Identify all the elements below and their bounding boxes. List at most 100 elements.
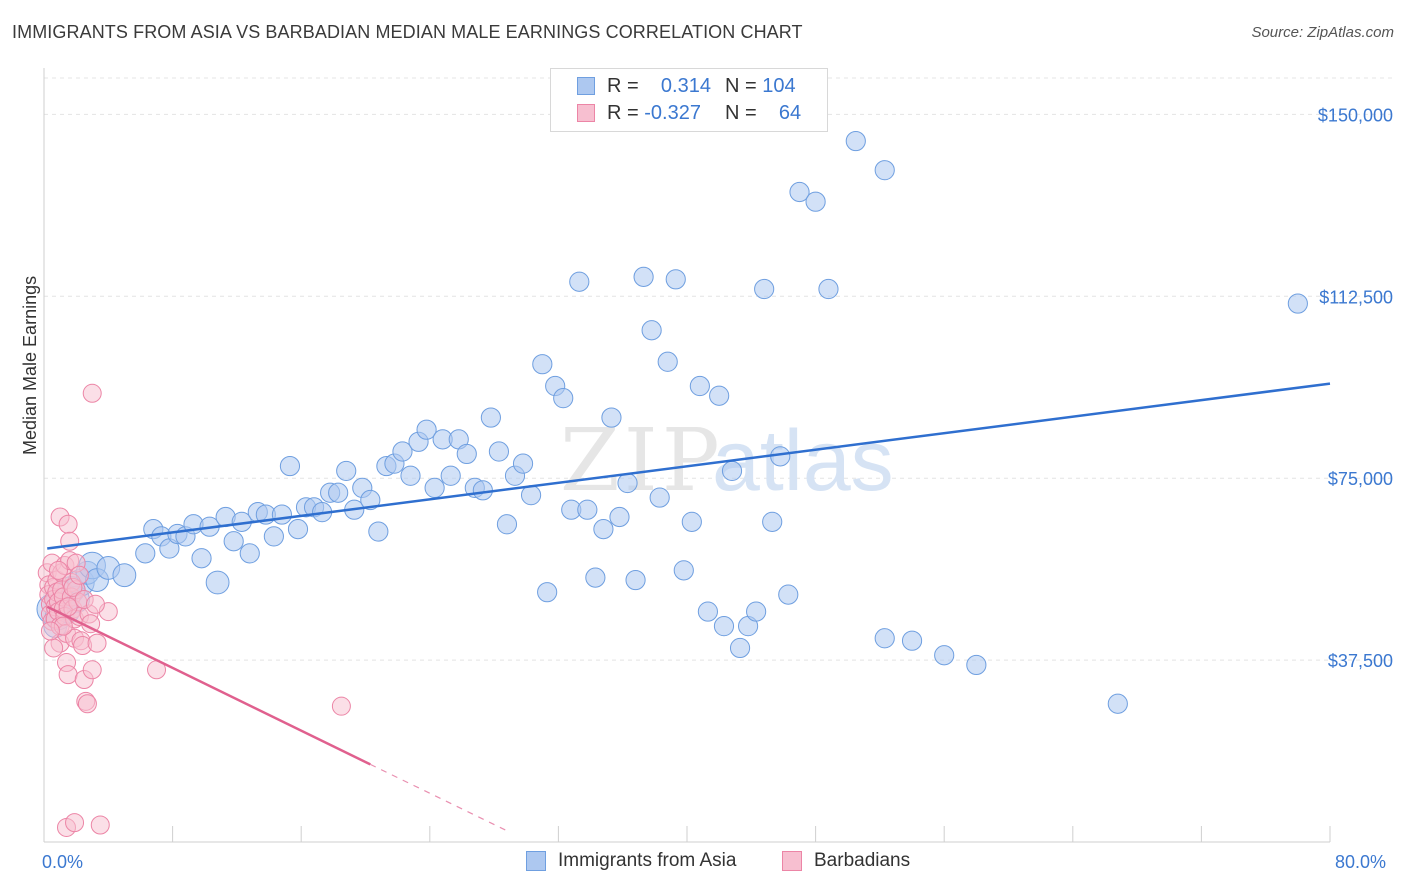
data-point-asia bbox=[368, 521, 389, 542]
data-point-asia bbox=[709, 385, 730, 406]
y-tick-label: $75,000 bbox=[1328, 469, 1393, 489]
legend-row-barbadians: R = -0.327 N = 64 bbox=[577, 100, 801, 126]
data-point-asia bbox=[135, 543, 156, 564]
data-point-barbadians bbox=[90, 815, 110, 835]
data-point-asia bbox=[480, 407, 501, 428]
data-point-asia bbox=[762, 511, 783, 532]
data-point-asia bbox=[874, 160, 895, 181]
r-label: R = bbox=[607, 74, 639, 97]
data-point-barbadians bbox=[85, 594, 105, 614]
legend-swatch-barbadians bbox=[577, 104, 595, 122]
axes bbox=[43, 68, 1331, 843]
data-point-asia bbox=[641, 320, 662, 341]
data-point-barbadians bbox=[48, 560, 68, 580]
trend-line-asia bbox=[47, 382, 1331, 550]
data-point-asia bbox=[689, 375, 710, 397]
data-point-asia bbox=[625, 569, 646, 591]
legend-label-asia: Immigrants from Asia bbox=[558, 850, 737, 871]
data-point-asia bbox=[673, 560, 694, 581]
data-point-asia bbox=[601, 407, 622, 428]
data-point-asia bbox=[617, 472, 638, 494]
data-point-barbadians bbox=[69, 565, 89, 585]
data-point-asia bbox=[271, 504, 293, 525]
data-point-asia bbox=[488, 441, 510, 462]
data-point-asia bbox=[532, 354, 553, 375]
data-point-asia bbox=[191, 548, 212, 569]
data-point-asia bbox=[966, 654, 987, 676]
y-axis-label: Median Male Earnings bbox=[20, 275, 40, 455]
data-point-asia bbox=[874, 628, 895, 649]
data-point-asia bbox=[537, 582, 558, 603]
data-point-asia bbox=[392, 441, 413, 462]
data-point-asia bbox=[713, 616, 735, 637]
data-point-asia bbox=[609, 506, 630, 528]
data-point-barbadians bbox=[44, 638, 64, 658]
data-point-asia bbox=[729, 637, 751, 659]
data-point-asia bbox=[553, 388, 574, 409]
legend-label-barbadians: Barbadians bbox=[814, 850, 911, 871]
data-point-barbadians bbox=[77, 694, 97, 714]
data-point-asia bbox=[665, 269, 686, 290]
data-point-asia bbox=[223, 531, 244, 552]
data-point-asia bbox=[681, 511, 702, 532]
correlation-legend: R = 0.314 N = 104 R = -0.327 N = 64 bbox=[550, 68, 828, 132]
data-point-asia bbox=[287, 519, 309, 540]
data-point-asia bbox=[440, 465, 461, 486]
data-point-asia bbox=[1287, 293, 1308, 314]
series-barbadians bbox=[37, 383, 351, 837]
data-point-barbadians bbox=[40, 621, 60, 641]
data-point-asia bbox=[633, 266, 654, 287]
data-point-asia bbox=[789, 181, 810, 203]
data-point-barbadians bbox=[87, 633, 107, 653]
data-point-asia bbox=[746, 601, 767, 622]
data-point-asia bbox=[279, 455, 301, 477]
data-point-asia bbox=[496, 514, 518, 535]
data-point-asia bbox=[112, 563, 137, 588]
data-point-asia bbox=[593, 519, 614, 540]
data-point-barbadians bbox=[65, 813, 85, 833]
data-point-asia bbox=[585, 567, 606, 588]
data-point-asia bbox=[805, 191, 826, 212]
data-point-asia bbox=[1107, 693, 1128, 714]
data-point-barbadians bbox=[82, 383, 102, 403]
source-label: Source: ZipAtlas.com bbox=[1251, 24, 1394, 41]
r-value-asia: 0.314 bbox=[660, 74, 711, 97]
data-point-barbadians bbox=[58, 665, 78, 685]
data-point-asia bbox=[697, 601, 718, 622]
data-point-asia bbox=[754, 278, 775, 300]
legend-item-barbadians[interactable]: Barbadians bbox=[782, 850, 910, 872]
trend-extension-barbadians bbox=[370, 763, 511, 833]
n-value-barbadians: 64 bbox=[778, 101, 802, 124]
legend-item-asia[interactable]: Immigrants from Asia bbox=[526, 850, 736, 872]
y-tick-label: $112,500 bbox=[1319, 287, 1393, 307]
data-point-asia bbox=[569, 271, 590, 292]
data-point-asia bbox=[901, 630, 923, 651]
data-point-asia bbox=[328, 482, 349, 503]
data-point-asia bbox=[416, 419, 437, 440]
y-tick-label: $37,500 bbox=[1328, 651, 1393, 671]
chart-title: IMMIGRANTS FROM ASIA VS BARBADIAN MEDIAN… bbox=[12, 22, 803, 42]
watermark-atlas: atlas bbox=[712, 413, 894, 509]
data-point-asia bbox=[456, 443, 477, 465]
r-value-barbadians: -0.327 bbox=[644, 101, 701, 124]
n-label: N = bbox=[725, 74, 757, 97]
n-label: N = bbox=[725, 101, 757, 124]
data-point-asia bbox=[649, 487, 670, 508]
data-point-asia bbox=[778, 584, 799, 605]
data-point-barbadians bbox=[331, 696, 351, 716]
n-value-asia: 104 bbox=[762, 74, 796, 97]
data-point-barbadians bbox=[82, 660, 102, 680]
data-point-asia bbox=[818, 278, 839, 300]
data-point-asia bbox=[472, 480, 493, 501]
data-point-asia bbox=[360, 489, 381, 511]
data-point-asia bbox=[400, 465, 421, 486]
y-tick-labels: $37,500 $75,000 $112,500 $150,000 bbox=[1318, 105, 1393, 671]
data-point-asia bbox=[512, 453, 534, 474]
x-tick-label-min: 0.0% bbox=[42, 852, 84, 872]
data-point-asia bbox=[934, 645, 955, 666]
data-point-asia bbox=[657, 351, 678, 372]
data-point-asia bbox=[577, 499, 598, 520]
trend-line-barbadians bbox=[46, 605, 371, 766]
data-point-barbadians bbox=[58, 514, 78, 534]
